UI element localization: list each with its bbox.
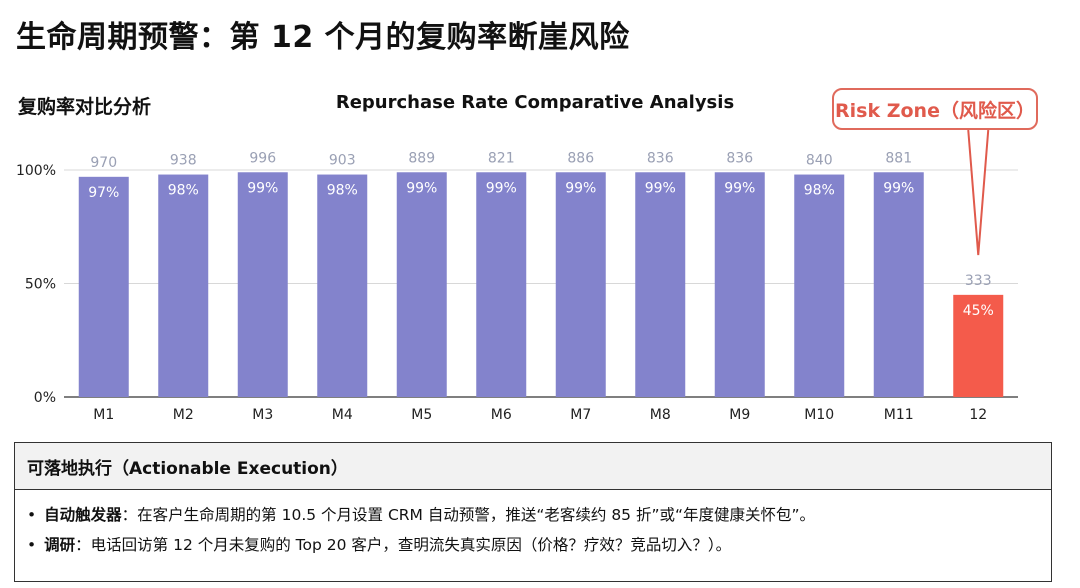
bar xyxy=(317,174,368,397)
bar xyxy=(78,176,129,397)
y-tick-label: 0% xyxy=(34,390,56,406)
bar xyxy=(476,172,527,397)
action-item-text: ：在客户生命周期的第 10.5 个月设置 CRM 自动预警，推送“老客续约 85… xyxy=(121,506,816,524)
risk-pointer xyxy=(967,129,990,256)
chart-section-label: 复购率对比分析 xyxy=(18,96,152,118)
bar-value-label: 99% xyxy=(565,180,596,196)
bar-count-label: 840 xyxy=(806,153,833,169)
x-tick-label: 12 xyxy=(969,407,987,423)
bar-count-label: 333 xyxy=(965,273,992,289)
bar-count-label: 836 xyxy=(647,150,674,166)
bar-value-label: 99% xyxy=(724,180,755,196)
bar xyxy=(237,172,288,397)
panel-header: 可落地执行（Actionable Execution） xyxy=(15,443,1051,490)
x-tick-label: M7 xyxy=(570,407,591,423)
action-list: • 自动触发器：在客户生命周期的第 10.5 个月设置 CRM 自动预警，推送“老… xyxy=(15,490,1051,560)
action-item-research: • 调研：电话回访第 12 个月未复购的 Top 20 客户，查明流失真实原因（价… xyxy=(27,530,1051,560)
bar-count-label: 938 xyxy=(170,153,197,169)
bar-value-label: 98% xyxy=(327,183,358,199)
y-tick-label: 100% xyxy=(16,163,56,179)
x-tick-label: M2 xyxy=(173,407,194,423)
bar-count-label: 996 xyxy=(249,150,276,166)
bar-value-label: 99% xyxy=(883,180,914,196)
repurchase-bar-chart: 0% 50% 100% 970 97% M1 938 98% M2 996 99% M3 903 98% M… xyxy=(16,129,1018,423)
bar-count-label: 821 xyxy=(488,150,515,166)
bar-value-label: 99% xyxy=(645,180,676,196)
bar xyxy=(555,172,606,397)
x-tick-label: M9 xyxy=(729,407,750,423)
x-tick-label: M6 xyxy=(491,407,512,423)
bullet-icon: • xyxy=(27,536,37,554)
bar-count-label: 970 xyxy=(90,155,117,171)
x-tick-label: M5 xyxy=(411,407,432,423)
x-tick-label: M10 xyxy=(804,407,834,423)
bar xyxy=(714,172,765,397)
actionable-execution-panel: 可落地执行（Actionable Execution） • 自动触发器：在客户生命… xyxy=(14,442,1052,582)
action-item-text: ：电话回访第 12 个月未复购的 Top 20 客户，查明流失真实原因（价格？疗… xyxy=(75,536,732,554)
bar xyxy=(158,174,209,397)
x-tick-label: M4 xyxy=(332,407,353,423)
action-item-label: 自动触发器 xyxy=(44,506,122,524)
action-item-label: 调研 xyxy=(44,536,76,554)
bar xyxy=(953,294,1004,397)
bar-count-label: 836 xyxy=(726,150,753,166)
risk-zone-callout: Risk Zone（风险区） xyxy=(832,88,1038,130)
x-tick-label: M3 xyxy=(252,407,273,423)
bar-count-label: 903 xyxy=(329,153,356,169)
bar xyxy=(873,172,924,397)
bar-count-label: 886 xyxy=(567,150,594,166)
page-title: 生命周期预警：第 12 个月的复购率断崖风险 xyxy=(16,20,630,55)
bar xyxy=(794,174,845,397)
bar-value-label: 99% xyxy=(406,180,437,196)
bar-value-label: 98% xyxy=(804,183,835,199)
bar-value-label: 99% xyxy=(486,180,517,196)
y-tick-label: 50% xyxy=(25,277,56,293)
x-tick-label: M1 xyxy=(93,407,114,423)
x-tick-label: M11 xyxy=(884,407,914,423)
bar-count-label: 889 xyxy=(408,150,435,166)
bar-value-label: 45% xyxy=(963,303,994,319)
bar-value-label: 99% xyxy=(247,180,278,196)
bar-value-label: 98% xyxy=(168,183,199,199)
bullet-icon: • xyxy=(27,506,37,524)
x-tick-label: M8 xyxy=(650,407,671,423)
bar-value-label: 97% xyxy=(88,185,119,201)
bar-count-label: 881 xyxy=(885,150,912,166)
bar xyxy=(635,172,686,397)
chart-title: Repurchase Rate Comparative Analysis xyxy=(335,92,735,113)
action-item-trigger: • 自动触发器：在客户生命周期的第 10.5 个月设置 CRM 自动预警，推送“老… xyxy=(27,500,1051,530)
bar xyxy=(396,172,447,397)
